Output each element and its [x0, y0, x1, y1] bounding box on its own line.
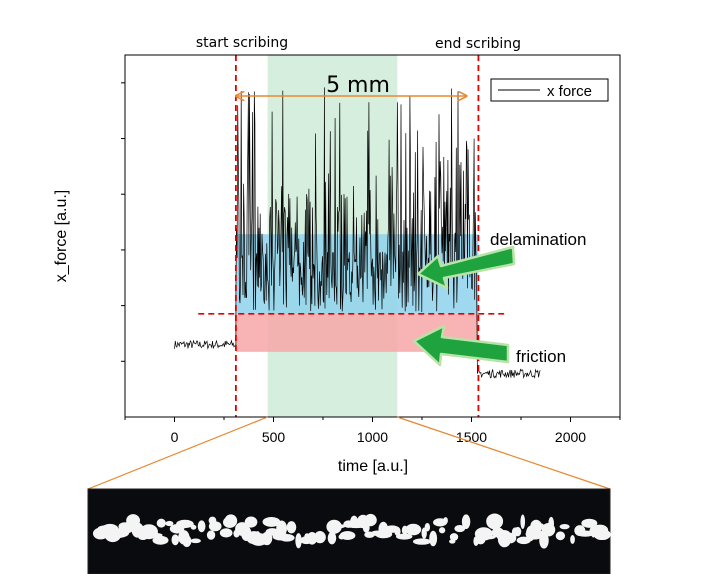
x-tick-label: 1500	[456, 429, 487, 445]
micrograph-image	[87, 488, 611, 574]
debris-blob	[182, 535, 192, 548]
series-line-x-force	[174, 87, 541, 379]
debris-blob	[279, 534, 295, 542]
debris-blob	[208, 521, 222, 532]
legend: x force	[490, 78, 609, 102]
debris-blob	[461, 514, 471, 530]
debris-blob	[197, 520, 206, 533]
debris-blob	[206, 530, 216, 540]
friction-text: friction	[516, 347, 566, 366]
debris-blob	[364, 513, 377, 527]
debris-blob	[539, 532, 549, 549]
debris-blob	[394, 526, 401, 537]
debris-blob	[593, 529, 611, 541]
zoom-line-right	[397, 416, 611, 490]
debris-blob	[480, 535, 496, 540]
debris-blob	[244, 516, 258, 528]
x-axis-label: time [a.u.]	[338, 458, 408, 475]
debris-blob	[576, 530, 595, 537]
end-scribing-label: end scribing	[435, 36, 521, 52]
debris-blob	[443, 517, 448, 524]
debris-blob	[176, 519, 194, 529]
debris-blob	[396, 533, 413, 540]
debris-blob	[548, 516, 554, 531]
debris-blob	[486, 513, 504, 530]
legend-label: x force	[547, 83, 592, 100]
debris-blob	[165, 520, 174, 527]
friction-arrow	[412, 324, 510, 367]
debris-blob	[276, 520, 288, 537]
debris-blob	[438, 527, 446, 534]
debris-blob	[412, 538, 431, 545]
debris-blob	[156, 518, 166, 528]
debris-blob	[424, 523, 431, 532]
x-tick-label: 500	[262, 429, 286, 445]
x-tick-label: 1000	[357, 429, 388, 445]
debris-blob	[295, 533, 302, 549]
debris-blob	[449, 539, 456, 544]
delamination-text: delamination	[490, 230, 586, 249]
delamination-arrow	[416, 245, 516, 290]
debris-blob	[331, 524, 346, 529]
debris-blob	[449, 533, 459, 541]
debris-blob	[581, 518, 598, 528]
debris-blob	[286, 521, 297, 534]
x-tick-label: 2000	[555, 429, 586, 445]
debris-blob	[520, 514, 526, 530]
debris-blob	[219, 528, 233, 538]
debris-blob	[327, 531, 337, 545]
debris-blob	[559, 524, 570, 530]
debris-blob	[514, 526, 522, 537]
x-tick-label: 0	[171, 429, 179, 445]
debris-blob	[171, 534, 180, 546]
zoom-line-left	[87, 416, 268, 490]
debris-blob	[222, 516, 237, 528]
debris-blob	[190, 524, 197, 530]
debris-blob	[454, 525, 466, 533]
legend-box	[490, 78, 609, 102]
debris-blob	[190, 538, 201, 544]
debris-blob	[570, 535, 575, 544]
debris-blob	[555, 531, 566, 541]
debris-blob	[530, 522, 545, 531]
x-axis: 0 500 1000 1500 2000	[124, 417, 621, 445]
debris-blob	[429, 530, 438, 547]
scribe-track-debris	[92, 513, 611, 549]
span-label: 5 mm	[326, 73, 390, 98]
debris-blob	[152, 535, 169, 545]
debris-blob	[405, 523, 422, 536]
debris-blob	[378, 521, 389, 538]
debris-blob	[339, 531, 356, 540]
debris-blob	[262, 516, 281, 527]
start-scribing-label: start scribing	[196, 35, 288, 51]
y-axis	[121, 82, 125, 362]
y-axis-label: x_force [a.u.]	[53, 190, 70, 283]
debris-blob	[314, 531, 326, 544]
